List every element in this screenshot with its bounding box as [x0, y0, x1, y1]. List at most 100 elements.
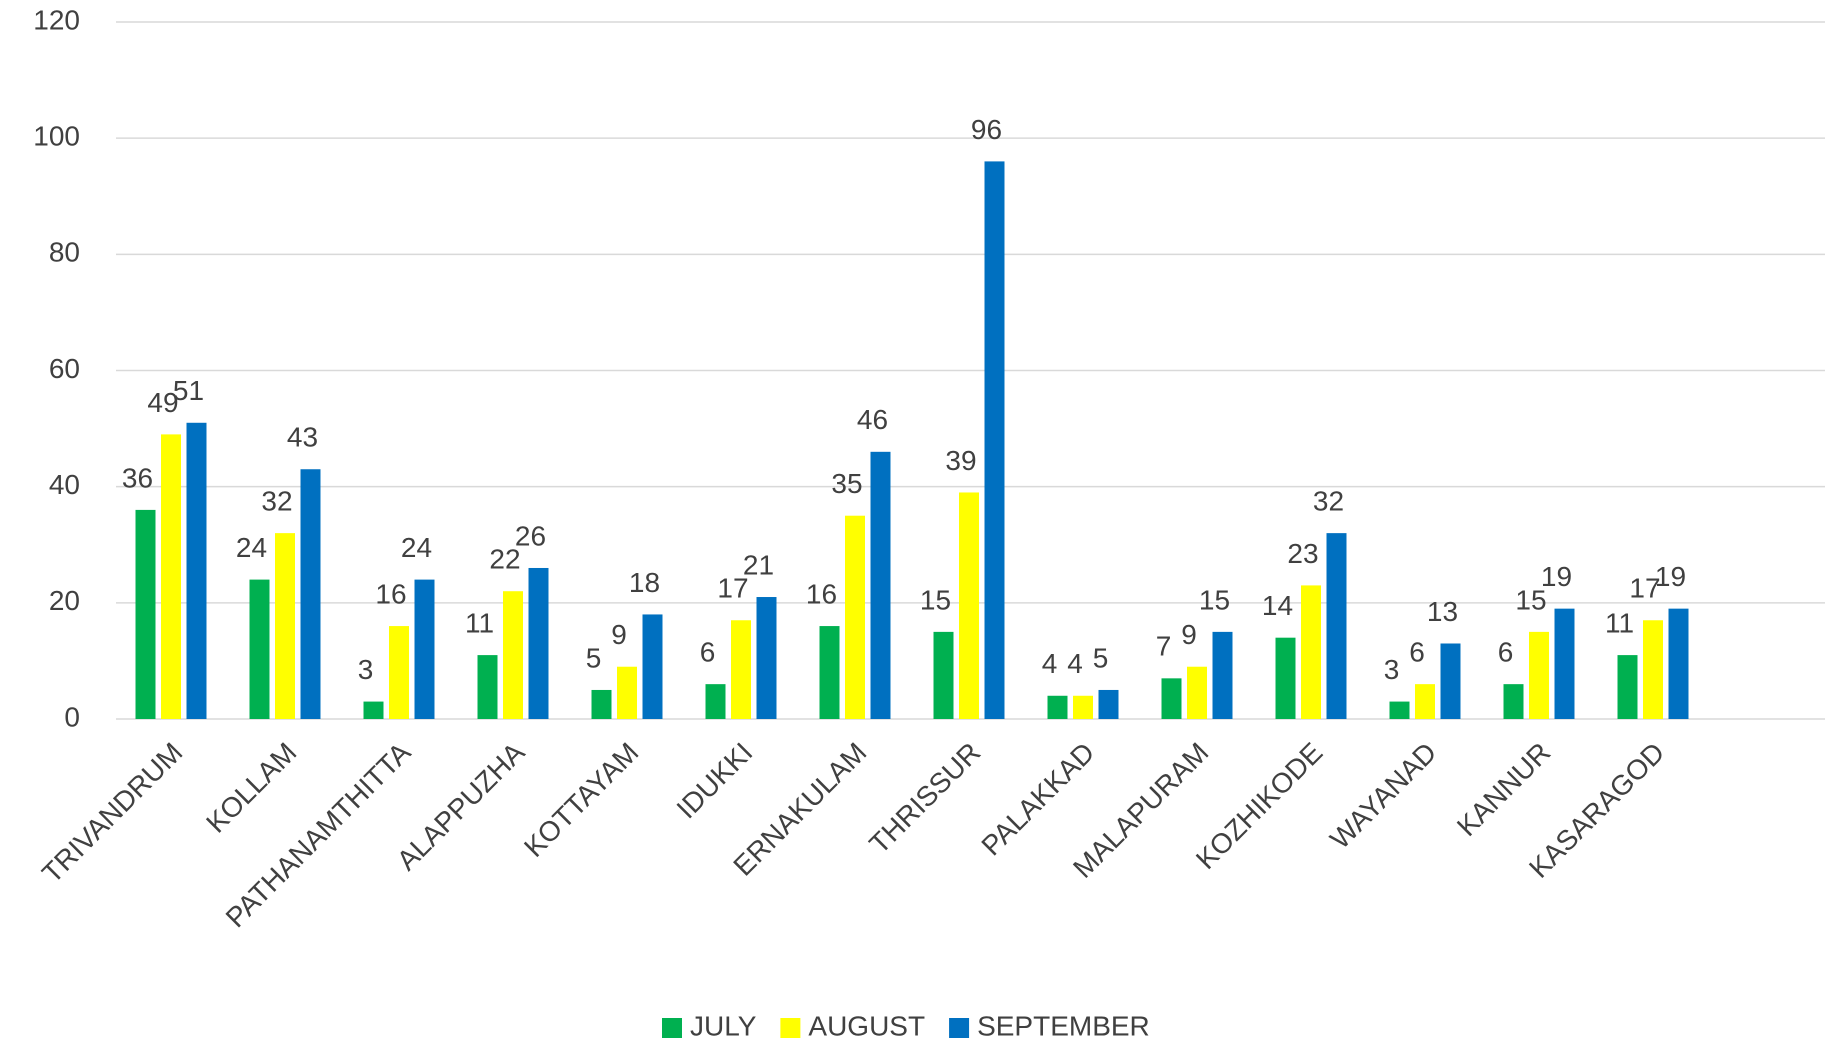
bar: [1440, 643, 1461, 719]
bar: [1098, 689, 1119, 719]
bar: [1187, 666, 1207, 719]
data-label: 6: [1498, 637, 1514, 668]
bar: [161, 434, 181, 719]
bar: [1326, 533, 1347, 719]
data-label: 14: [1262, 590, 1293, 621]
y-tick-label: 40: [49, 469, 80, 500]
data-label: 39: [945, 445, 976, 476]
bar: [756, 597, 777, 719]
data-label: 3: [358, 654, 374, 685]
data-label: 4: [1042, 648, 1058, 679]
bar: [1161, 678, 1182, 719]
x-tick-group: THRISSUR: [863, 737, 986, 860]
data-label: 46: [857, 404, 888, 435]
data-label: 96: [971, 114, 1002, 145]
x-tick-group: TRIVANDRUM: [36, 737, 188, 889]
bar: [1643, 620, 1663, 719]
y-tick-label: 60: [49, 353, 80, 384]
data-label: 11: [1605, 607, 1634, 638]
bar: [503, 591, 523, 719]
data-label: 6: [700, 637, 716, 668]
x-tick-label: PATHANAMTHITTA: [220, 736, 417, 933]
bar: [186, 422, 207, 719]
data-label: 23: [1287, 538, 1318, 569]
data-label: 5: [1093, 642, 1109, 673]
bar: [1275, 637, 1296, 719]
x-tick-label: TRIVANDRUM: [36, 737, 188, 889]
bar: [731, 620, 751, 719]
data-label: 24: [401, 532, 432, 563]
y-tick-label: 100: [33, 121, 80, 152]
bar: [1212, 631, 1233, 719]
legend-label: SEPTEMBER: [977, 1010, 1150, 1041]
data-label: 36: [122, 462, 153, 493]
data-label: 21: [743, 549, 774, 580]
data-label: 5: [586, 642, 602, 673]
bar: [300, 469, 321, 719]
x-tick-label: KOTTAYAM: [518, 737, 644, 863]
bar: [389, 626, 409, 719]
x-tick-group: KANNUR: [1451, 737, 1557, 843]
data-label: 49: [147, 387, 178, 418]
data-label: 18: [629, 567, 660, 598]
data-label: 43: [287, 422, 318, 453]
x-tick-group: IDUKKI: [671, 737, 759, 825]
data-label: 6: [1409, 637, 1425, 668]
data-label: 15: [920, 584, 951, 615]
data-label: 19: [1541, 561, 1572, 592]
data-label: 32: [1313, 486, 1344, 517]
data-label: 11: [465, 607, 494, 638]
data-label: 22: [489, 544, 520, 575]
bar: [845, 515, 865, 719]
bar: [1415, 684, 1435, 719]
legend-label: AUGUST: [808, 1010, 925, 1041]
bar: [1503, 684, 1524, 719]
y-tick-label: 20: [49, 585, 80, 616]
data-label: 19: [1655, 561, 1686, 592]
bar: [819, 626, 840, 719]
x-tick-label: PALAKKAD: [975, 737, 1100, 862]
x-tick-label: WAYANAD: [1324, 737, 1442, 855]
data-label: 16: [806, 578, 837, 609]
data-label: 24: [236, 532, 267, 563]
bar: [249, 579, 270, 719]
data-label: 26: [515, 520, 546, 551]
x-tick-label: IDUKKI: [671, 737, 759, 825]
bar: [528, 567, 549, 719]
data-label: 51: [173, 375, 204, 406]
data-label: 32: [261, 486, 292, 517]
bar: [705, 684, 726, 719]
bar: [414, 579, 435, 719]
x-tick-group: WAYANAD: [1324, 737, 1442, 855]
x-tick-group: PALAKKAD: [975, 737, 1100, 862]
data-label: 9: [1181, 619, 1197, 650]
data-label: 4: [1067, 648, 1083, 679]
bar: [1073, 695, 1093, 719]
bar: [275, 533, 295, 719]
bar: [477, 655, 498, 719]
y-tick-label: 80: [49, 237, 80, 268]
legend-label: JULY: [690, 1010, 757, 1041]
bar: [959, 492, 979, 719]
data-label: 16: [375, 578, 406, 609]
data-label: 13: [1427, 596, 1458, 627]
legend-swatch: [780, 1018, 801, 1038]
data-label: 15: [1515, 584, 1546, 615]
bar: [135, 509, 156, 719]
legend-swatch: [662, 1018, 682, 1038]
bar: [1668, 608, 1689, 719]
x-tick-group: KOTTAYAM: [518, 737, 644, 863]
bar: [1554, 608, 1575, 719]
bar: [1617, 655, 1638, 719]
bar: [870, 451, 891, 719]
data-label: 17: [717, 573, 748, 604]
data-label: 17: [1629, 573, 1660, 604]
data-label: 9: [611, 619, 627, 650]
data-label: 3: [1384, 654, 1400, 685]
bar: [591, 689, 612, 719]
bar: [984, 161, 1005, 719]
x-tick-group: PATHANAMTHITTA: [220, 736, 417, 933]
bar: [617, 666, 637, 719]
data-label: 35: [831, 468, 862, 499]
